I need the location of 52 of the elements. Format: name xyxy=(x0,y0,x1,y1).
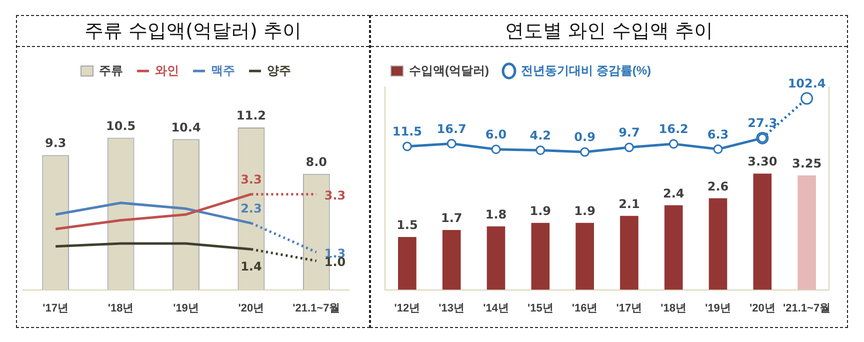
data-label: 8.0 xyxy=(306,155,328,170)
x-tick-label: '21.1~7월 xyxy=(783,302,831,314)
legend-label: 전년동기대비 증감률(%) xyxy=(520,63,651,78)
data-label: 2.4 xyxy=(662,186,684,200)
data-label: 6.0 xyxy=(485,127,507,142)
data-label: 2.3 xyxy=(240,201,262,216)
data-label: 9.3 xyxy=(44,136,66,150)
data-label: 2.6 xyxy=(707,179,729,194)
x-tick-label: '14년 xyxy=(483,302,509,314)
data-label: 6.3 xyxy=(707,127,729,142)
data-label: 11.5 xyxy=(392,124,422,139)
data-label: 4.2 xyxy=(530,128,552,142)
legend-label: 주류 xyxy=(99,63,123,78)
legend-label: 맥주 xyxy=(211,63,235,78)
data-label: 16.2 xyxy=(658,122,688,136)
x-tick-label: '20년 xyxy=(238,302,264,314)
data-label: 27.3 xyxy=(748,116,778,130)
chart-title: 연도별 와인 수입액 추이 xyxy=(371,16,847,47)
x-tick-label: '18년 xyxy=(660,302,687,314)
data-label: 3.25 xyxy=(792,156,822,170)
legend-label: 양주 xyxy=(267,63,291,78)
x-tick-label: '17년 xyxy=(616,302,642,314)
x-tick-label: '19년 xyxy=(705,302,731,314)
data-label: 9.7 xyxy=(618,125,640,140)
data-label: 10.4 xyxy=(171,120,201,134)
data-label: 3.3 xyxy=(324,188,346,202)
chart-title: 주류 수입액(억달러) 추이 xyxy=(17,16,369,47)
data-label: 3.30 xyxy=(748,154,778,169)
x-tick-label: '21.1~7월 xyxy=(292,302,340,314)
x-tick-label: '12년 xyxy=(394,302,420,314)
data-label: 1.9 xyxy=(574,204,596,218)
data-label: 102.4 xyxy=(788,76,826,91)
x-tick-label: '18년 xyxy=(108,302,134,314)
x-tick-label: '16년 xyxy=(572,302,598,314)
data-label: 3.3 xyxy=(240,172,262,186)
data-label: 1.9 xyxy=(530,204,552,218)
data-label: 1.8 xyxy=(485,208,507,222)
x-tick-label: '19년 xyxy=(173,302,199,314)
x-tick-label: '17년 xyxy=(42,302,69,314)
x-tick-label: '20년 xyxy=(749,302,776,314)
legend-label: 와인 xyxy=(155,63,179,78)
x-tick-label: '15년 xyxy=(527,302,554,314)
data-label: 2.1 xyxy=(618,196,640,211)
data-label: 11.2 xyxy=(236,108,266,123)
data-label: 16.7 xyxy=(436,122,466,136)
data-label: 10.5 xyxy=(106,118,136,133)
data-label: 1.5 xyxy=(396,218,418,232)
legend-label: 수입액(억달러) xyxy=(409,63,489,78)
data-label: 1.7 xyxy=(440,211,462,226)
data-label: 1.4 xyxy=(240,259,262,274)
x-tick-label: '13년 xyxy=(438,302,465,314)
data-label: 0.9 xyxy=(574,130,596,144)
